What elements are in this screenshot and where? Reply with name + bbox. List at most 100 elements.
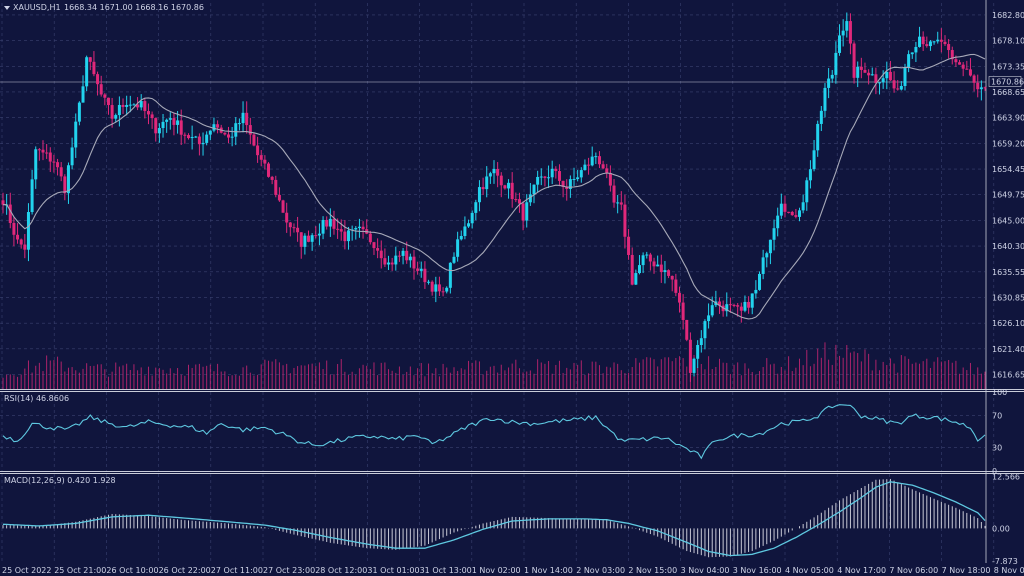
candle-body: [1, 200, 5, 205]
candle-body: [154, 118, 158, 134]
candle-body: [798, 210, 802, 217]
candle-body: [532, 184, 536, 195]
candle-body: [761, 257, 765, 274]
candle-body: [874, 74, 878, 84]
macd-layer: [2, 478, 986, 558]
candle-body: [747, 301, 751, 308]
candle-body: [525, 202, 529, 221]
candle-body: [292, 227, 296, 229]
rsi-tick-label: 70: [992, 412, 1002, 421]
candle-body: [376, 248, 380, 251]
price-tick-label: 1678.10: [992, 37, 1024, 46]
candle-body: [401, 250, 405, 256]
price-tick-label: 1621.40: [992, 345, 1024, 354]
candle-body: [659, 264, 663, 273]
candle-body: [627, 236, 631, 255]
candle-body: [12, 222, 16, 235]
candle-body: [59, 167, 63, 177]
candle-body: [736, 305, 740, 307]
candle-body: [347, 230, 351, 242]
candle-body: [656, 264, 660, 267]
candle-body: [201, 142, 205, 145]
time-tick-label: 1 Nov 02:00: [472, 566, 521, 575]
candle-body: [77, 102, 81, 122]
candle-body: [728, 304, 732, 306]
candle-body: [16, 234, 20, 240]
candle-body: [812, 150, 816, 170]
moving-average-line: [2, 53, 986, 320]
candle-body: [707, 315, 711, 322]
candle-body: [183, 134, 187, 136]
candle-body: [234, 123, 238, 137]
candle-body: [710, 305, 714, 316]
candle-body: [597, 156, 601, 165]
rsi-line: [2, 404, 986, 460]
price-tick-label: 1673.35: [992, 62, 1024, 71]
candle-body: [161, 121, 165, 129]
candle-body: [783, 203, 787, 212]
candle-body: [536, 176, 540, 185]
candle-body: [441, 291, 445, 293]
macd-tick-label: 12.566: [992, 473, 1020, 482]
macd-title: MACD(12,26,9) 0.420 1.928: [4, 476, 116, 485]
candle-body: [263, 159, 267, 164]
candle-body: [565, 186, 569, 189]
candle-body: [379, 250, 383, 259]
candle-body: [947, 44, 951, 51]
candle-body: [434, 284, 438, 292]
current-price-box: [988, 76, 1022, 87]
candle-body: [885, 71, 889, 79]
candle-body: [645, 254, 649, 256]
candle-body: [99, 84, 103, 95]
candle-body: [561, 180, 565, 187]
candle-body: [74, 121, 78, 148]
candle-body: [725, 304, 729, 312]
candle-body: [328, 218, 332, 227]
candle-body: [85, 57, 89, 87]
candle-body: [383, 258, 387, 265]
candle-body: [463, 226, 467, 236]
candle-body: [259, 155, 263, 160]
candle-body: [699, 338, 703, 346]
rsi-tick-label: 100: [992, 388, 1007, 397]
candle-body: [437, 284, 441, 292]
time-tick-label: 25 Oct 2022: [2, 566, 51, 575]
candle-body: [641, 255, 645, 266]
candle-body: [372, 242, 376, 249]
candle-body: [332, 218, 336, 229]
candle-body: [317, 233, 321, 236]
price-tick-label: 1654.45: [992, 165, 1024, 174]
candle-body: [394, 255, 398, 265]
candle-body: [121, 104, 125, 107]
candle-body: [605, 168, 609, 173]
candle-body: [732, 304, 736, 306]
macd-tick-label: -7.873: [992, 557, 1018, 566]
price-tick-label: 1649.75: [992, 191, 1024, 200]
candle-body: [670, 275, 674, 280]
candle-body: [965, 68, 969, 70]
candle-body: [397, 255, 401, 257]
collapse-triangle-icon[interactable]: [4, 6, 10, 10]
candle-body: [943, 41, 947, 45]
candle-body: [92, 61, 96, 75]
candle-body: [325, 219, 329, 227]
candle-body: [416, 268, 420, 271]
candle-body: [528, 194, 532, 203]
candle-body: [579, 170, 583, 178]
candle-body: [539, 176, 543, 178]
price-tick-label: 1682.80: [992, 11, 1024, 20]
candle-body: [186, 135, 190, 139]
candle-body: [281, 200, 285, 213]
candle-body: [114, 115, 118, 119]
candle-body: [361, 226, 365, 230]
candle-body: [936, 39, 940, 42]
candle-body: [459, 235, 463, 240]
candle-body: [663, 270, 667, 273]
candle-body: [674, 279, 678, 293]
candle-body: [216, 124, 220, 128]
candle-body: [168, 118, 172, 120]
candle-body: [808, 169, 812, 181]
candle-body: [63, 176, 67, 194]
candle-body: [619, 202, 623, 205]
